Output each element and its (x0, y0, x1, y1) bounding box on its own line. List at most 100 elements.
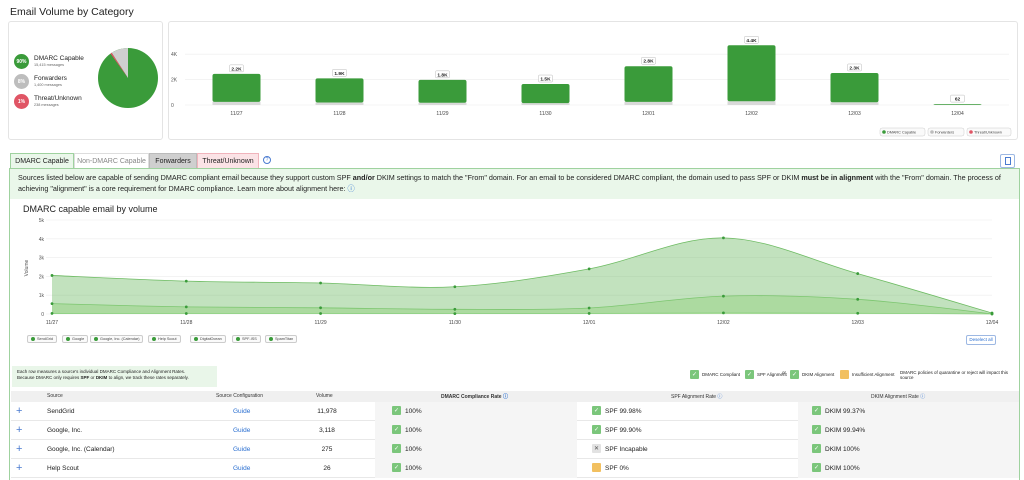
table-row[interactable]: + Help Scout Guide 26 ✓ 100% SPF 0% ✓ DKIM 100% (11, 459, 1019, 478)
col-volume[interactable]: Volume (316, 393, 333, 399)
table-row[interactable]: + Google, Inc. Guide 3,118 ✓ 100% ✓ SPF 99.90% ✓… (11, 421, 1019, 440)
data-point[interactable] (319, 312, 322, 315)
table-row[interactable]: + SendGrid Guide 11,978 ✓ 100% ✓ SPF 99.98% ✓ DKI… (11, 402, 1019, 421)
deselect-all-button[interactable]: Deselect all (966, 335, 996, 345)
bar-dmarc[interactable] (212, 73, 261, 102)
data-point[interactable] (319, 306, 322, 310)
tab-non-dmarc-capable[interactable]: Non-DMARC Capable (74, 153, 149, 168)
donut-slice-threat[interactable] (110, 52, 129, 78)
data-point[interactable] (722, 236, 725, 240)
data-point[interactable] (453, 307, 457, 311)
source-chip[interactable]: SPF-ISS (232, 335, 261, 343)
data-point[interactable] (587, 312, 591, 315)
guide-link[interactable]: Guide (233, 465, 251, 472)
guide-link[interactable]: Guide (233, 446, 251, 453)
donut-slice-forwarders[interactable] (111, 47, 128, 78)
legend-count: 1,400 messages (34, 83, 62, 87)
percent-badge: 1% (14, 94, 29, 109)
table-row[interactable]: + Google, Inc. (Calendar) Guide 275 ✓ 100% ✕ SP… (11, 440, 1019, 459)
bar-dmarc[interactable] (521, 84, 570, 104)
info-icon[interactable]: ? (263, 156, 271, 164)
bar-forwarders[interactable] (521, 103, 570, 105)
info-icon[interactable]: ⓘ (920, 394, 926, 400)
bar-dmarc[interactable] (933, 104, 982, 105)
guide-link[interactable]: Guide (233, 408, 251, 415)
bar-forwarders[interactable] (727, 101, 776, 105)
chip-label: SPF-ISS (242, 337, 257, 341)
info-icon[interactable]: ⓘ (717, 394, 723, 400)
legend-chip[interactable] (927, 127, 965, 137)
col-spf[interactable]: SPF Alignment Rate ⓘ (671, 394, 723, 400)
data-point[interactable] (184, 279, 188, 283)
guide-link[interactable]: Guide (233, 427, 251, 434)
value-label: 2.8K (643, 59, 654, 65)
data-point[interactable] (856, 311, 860, 315)
data-point[interactable] (856, 297, 860, 301)
legend-chip[interactable] (966, 127, 1012, 137)
bar-dmarc[interactable] (624, 66, 673, 102)
data-point[interactable] (856, 272, 860, 275)
col-dmarc[interactable]: DMARC Compliance Rate ⓘ (441, 394, 508, 400)
data-point[interactable] (50, 302, 54, 306)
legend-chip[interactable] (879, 127, 926, 137)
bar-dmarc[interactable] (418, 79, 467, 103)
expand-icon[interactable]: + (16, 405, 23, 417)
bar-forwarders[interactable] (212, 101, 261, 105)
daily-volume-card: 4K 2K 0 2.2K 11/27 1.9K 11/28 1.8K 11/29 1.5K 11/3… (168, 21, 1018, 140)
data-point[interactable] (587, 267, 591, 271)
legend-count: 15,415 messages (34, 63, 64, 67)
export-pdf-button[interactable] (1000, 154, 1015, 168)
data-point[interactable] (184, 312, 188, 315)
source-chip[interactable]: Google, Inc. (Calendar) (90, 335, 144, 343)
bar-forwarders[interactable] (418, 102, 467, 105)
check-icon: ✓ (690, 370, 699, 379)
legend-item[interactable]: 1% Threat/Unknown 238 messages (14, 94, 82, 109)
expand-icon[interactable]: + (16, 443, 23, 455)
bar-forwarders[interactable] (624, 101, 673, 105)
info-text: Sources listed below are capable of send… (18, 173, 1001, 193)
legend-item[interactable]: 90% DMARC Capable 15,415 messages (14, 54, 84, 69)
data-point[interactable] (453, 312, 457, 316)
source-chip[interactable]: DigitalOcean (190, 335, 226, 343)
bar-dmarc[interactable] (315, 78, 364, 103)
bar-forwarders[interactable] (830, 102, 879, 105)
data-point[interactable] (990, 312, 994, 316)
value-label-box (950, 94, 965, 103)
source-chip[interactable]: Google (62, 335, 89, 343)
volume-value: 26 (323, 465, 331, 472)
source-chip[interactable]: Help Scout (148, 335, 181, 343)
check-icon: ✓ (392, 406, 401, 415)
info-icon[interactable]: ⓘ (502, 394, 508, 400)
value-label-box (229, 64, 244, 73)
bar-dmarc[interactable] (727, 45, 776, 102)
source-chip[interactable]: SpamTitan (265, 335, 298, 343)
category-donut-chart[interactable] (93, 30, 163, 130)
spf-rate: SPF 0% (605, 465, 629, 472)
data-point[interactable] (50, 312, 54, 315)
data-point[interactable] (319, 281, 322, 285)
check-icon: ✓ (392, 425, 401, 434)
source-name: Help Scout (47, 465, 79, 472)
data-point[interactable] (184, 305, 188, 309)
col-config[interactable]: Source Configuration (216, 393, 263, 399)
tab-dmarc-capable[interactable]: DMARC Capable (10, 153, 74, 168)
expand-icon[interactable]: + (16, 424, 23, 436)
tab-forwarders[interactable]: Forwarders (149, 153, 197, 168)
area-series-0[interactable] (52, 237, 992, 314)
col-dkim[interactable]: DKIM Alignment Rate ⓘ (871, 394, 926, 400)
source-chip[interactable]: SendGrid (27, 335, 58, 343)
expand-icon[interactable]: + (16, 462, 23, 474)
legend-item[interactable]: 8% Forwarders 1,400 messages (14, 74, 67, 89)
data-point[interactable] (587, 306, 591, 310)
help-icon[interactable]: ⓘ (347, 184, 355, 193)
tab-threat-unknown[interactable]: Threat/Unknown (197, 153, 259, 168)
data-point[interactable] (453, 285, 457, 289)
bar-dmarc[interactable] (830, 72, 879, 103)
data-point[interactable] (722, 311, 725, 315)
area-chart-title: DMARC capable email by volume (23, 204, 158, 214)
col-source[interactable]: Source (47, 393, 63, 399)
bar-forwarders[interactable] (315, 102, 364, 105)
data-point[interactable] (722, 294, 725, 298)
data-point[interactable] (50, 274, 54, 277)
area-series-1[interactable] (52, 295, 992, 314)
